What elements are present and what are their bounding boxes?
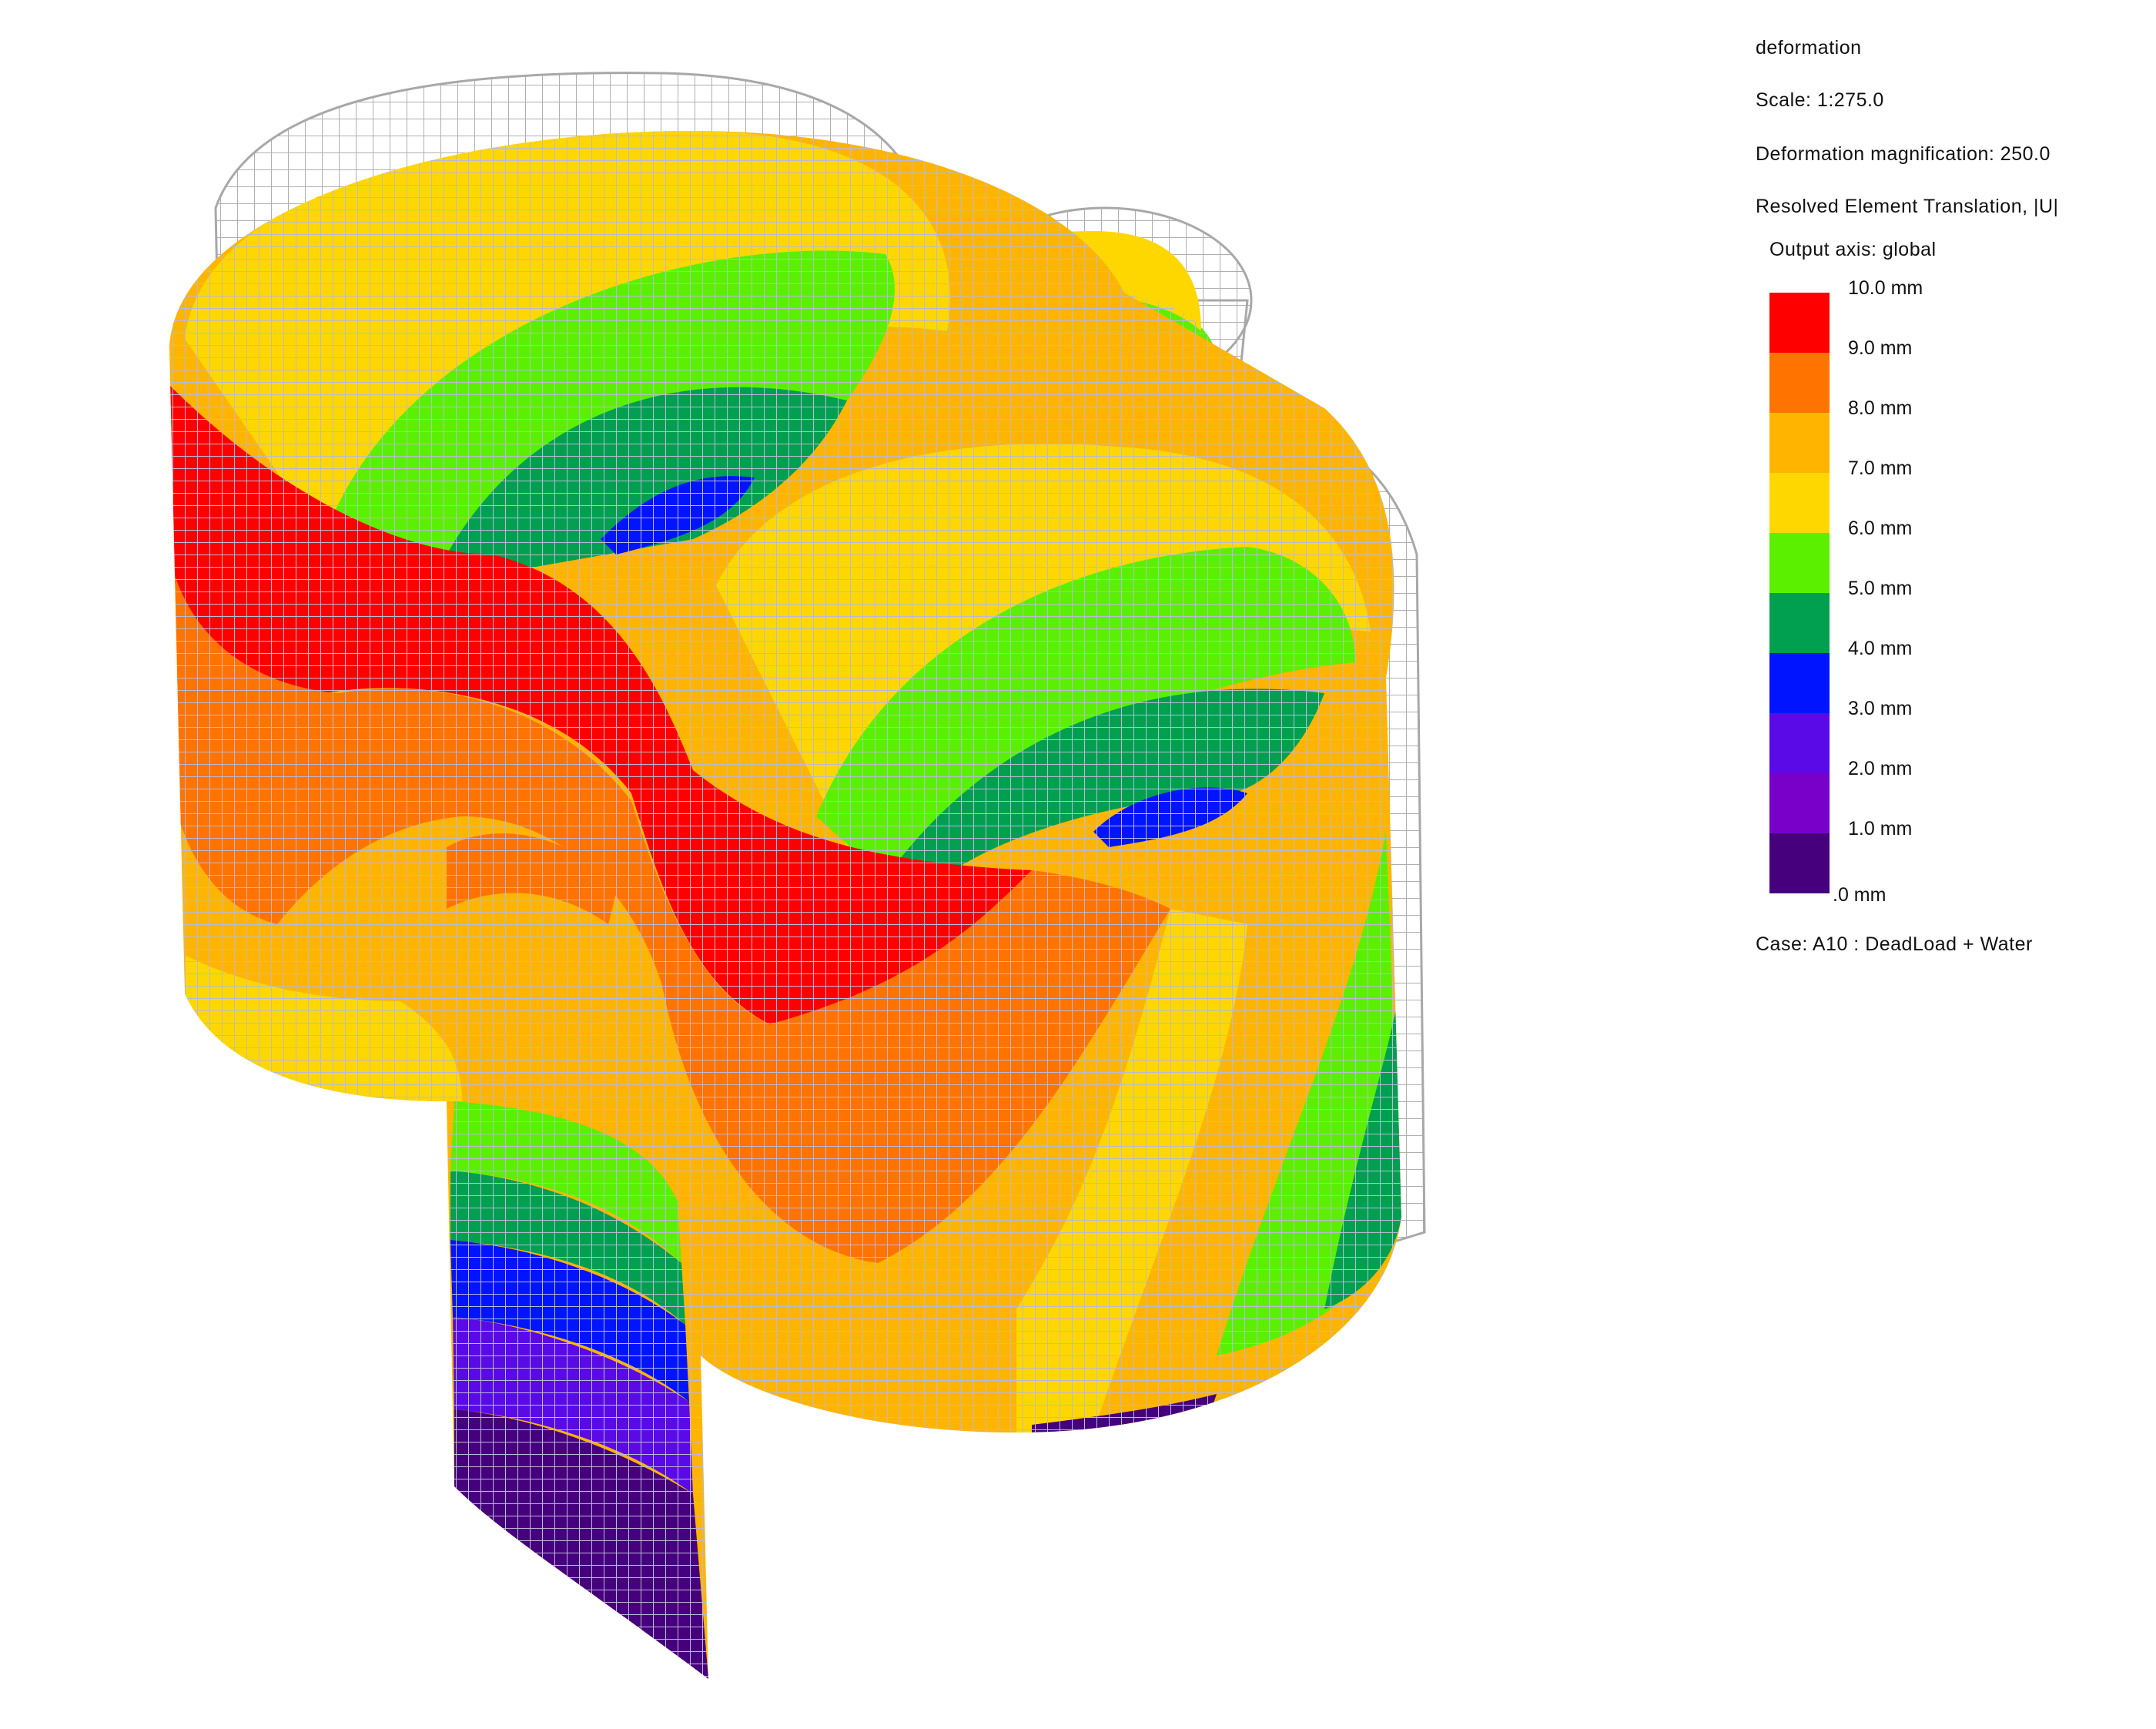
color-band <box>1769 473 1830 533</box>
scale-label: Scale: 1:275.0 <box>1756 89 1884 111</box>
quantity-label: Resolved Element Translation, |U| <box>1756 196 2059 217</box>
load-case-label: Case: A10 : DeadLoad + Water <box>1756 933 2033 955</box>
scale-tick-label: .0 mm <box>1833 884 1886 906</box>
output-axis-label: Output axis: global <box>1769 239 1937 260</box>
color-band <box>1769 293 1830 353</box>
scale-tick-label: 10.0 mm <box>1848 277 1923 299</box>
scale-tick-label: 9.0 mm <box>1848 337 1913 359</box>
color-band <box>1769 353 1830 413</box>
scale-tick-label: 3.0 mm <box>1848 698 1913 719</box>
color-band <box>1769 653 1830 713</box>
scale-tick-label: 8.0 mm <box>1848 397 1913 419</box>
color-band <box>1769 773 1830 833</box>
color-band <box>1769 713 1830 773</box>
color-band <box>1769 533 1830 593</box>
magnification-label: Deformation magnification: 250.0 <box>1756 143 2051 165</box>
scale-tick-label: 2.0 mm <box>1848 758 1913 779</box>
scale-tick-label: 1.0 mm <box>1848 818 1913 839</box>
scale-tick-label: 4.0 mm <box>1848 638 1913 659</box>
color-band <box>1769 413 1830 473</box>
color-band <box>1769 593 1830 653</box>
scale-tick-label: 7.0 mm <box>1848 457 1913 479</box>
legend-title: deformation <box>1756 37 1862 59</box>
scale-tick-label: 5.0 mm <box>1848 578 1913 599</box>
scale-tick-label: 6.0 mm <box>1848 518 1913 539</box>
color-band <box>1769 833 1830 893</box>
